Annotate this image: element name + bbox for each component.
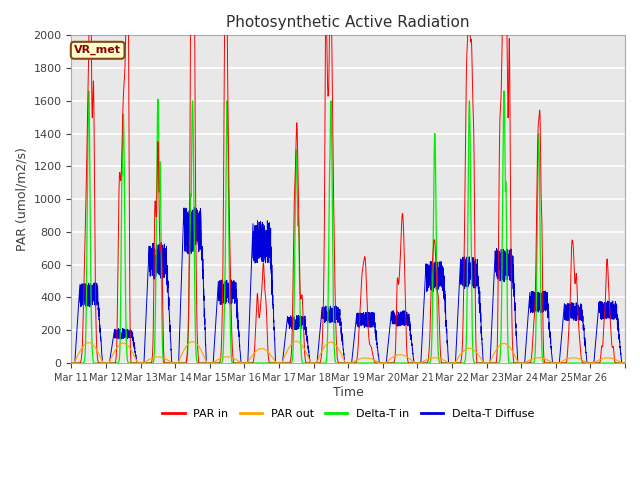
Title: Photosynthetic Active Radiation: Photosynthetic Active Radiation bbox=[227, 15, 470, 30]
X-axis label: Time: Time bbox=[333, 385, 364, 398]
Text: VR_met: VR_met bbox=[74, 45, 121, 55]
Legend: PAR in, PAR out, Delta-T in, Delta-T Diffuse: PAR in, PAR out, Delta-T in, Delta-T Dif… bbox=[158, 404, 538, 423]
Y-axis label: PAR (umol/m2/s): PAR (umol/m2/s) bbox=[15, 147, 28, 251]
